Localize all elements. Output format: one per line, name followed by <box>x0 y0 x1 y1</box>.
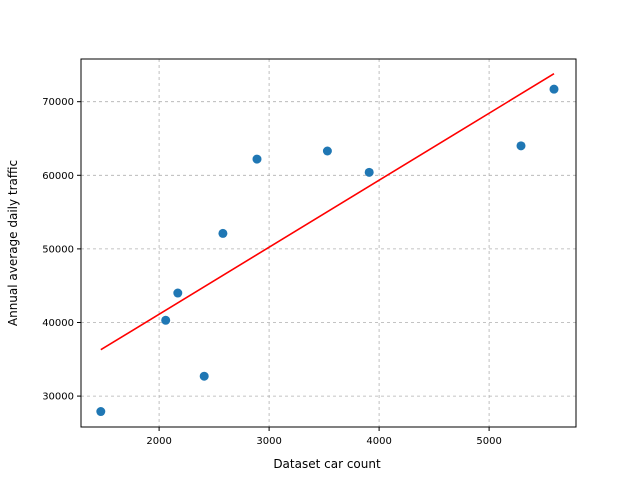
data-point <box>364 167 374 177</box>
fit-line-group <box>100 73 555 351</box>
x-axis-ticks: 2000 3000 4000 5000 <box>146 427 502 447</box>
data-point <box>549 84 559 94</box>
fit-line <box>100 73 555 351</box>
x-tick-label: 5000 <box>476 436 501 447</box>
y-tick-label: 40000 <box>42 318 74 329</box>
y-tick-label: 70000 <box>42 97 74 108</box>
x-tick-label: 2000 <box>146 436 171 447</box>
y-tick-label: 60000 <box>42 171 74 182</box>
plot-area-frame <box>80 58 577 428</box>
y-tick-label: 30000 <box>42 392 74 403</box>
x-tick-label: 3000 <box>256 436 281 447</box>
y-axis-label: Annual average daily traffic <box>6 160 20 326</box>
data-point <box>218 228 228 238</box>
data-point <box>199 371 209 381</box>
x-tick-label: 4000 <box>366 436 391 447</box>
grid <box>81 59 576 427</box>
data-point <box>96 407 106 417</box>
data-point <box>161 315 171 325</box>
data-point <box>252 154 262 164</box>
x-axis-label: Dataset car count <box>273 457 381 471</box>
data-point <box>173 288 183 298</box>
y-axis-ticks: 30000 40000 50000 60000 70000 <box>42 97 81 403</box>
y-tick-label: 50000 <box>42 244 74 255</box>
data-point <box>516 141 526 151</box>
data-points <box>96 84 559 417</box>
data-point <box>322 146 332 156</box>
